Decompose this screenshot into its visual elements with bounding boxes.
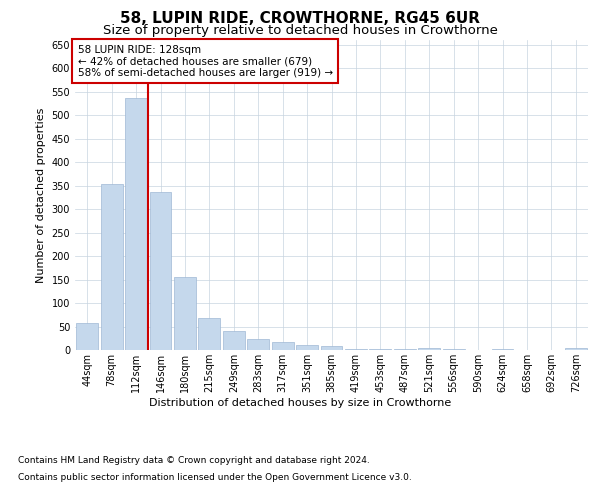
Bar xyxy=(125,98,147,350)
Bar xyxy=(443,349,464,350)
Text: 58, LUPIN RIDE, CROWTHORNE, RG45 6UR: 58, LUPIN RIDE, CROWTHORNE, RG45 6UR xyxy=(120,11,480,26)
Bar xyxy=(199,318,220,350)
Bar xyxy=(101,184,122,350)
Bar xyxy=(418,348,440,350)
Bar xyxy=(76,323,98,350)
Text: 58 LUPIN RIDE: 128sqm
← 42% of detached houses are smaller (679)
58% of semi-det: 58 LUPIN RIDE: 128sqm ← 42% of detached … xyxy=(77,44,332,78)
Bar xyxy=(394,349,416,350)
Bar xyxy=(272,342,293,350)
Text: Contains HM Land Registry data © Crown copyright and database right 2024.: Contains HM Land Registry data © Crown c… xyxy=(18,456,370,465)
Bar xyxy=(345,349,367,350)
Text: Distribution of detached houses by size in Crowthorne: Distribution of detached houses by size … xyxy=(149,398,451,407)
Bar xyxy=(223,331,245,350)
Bar xyxy=(370,349,391,350)
Text: Contains public sector information licensed under the Open Government Licence v3: Contains public sector information licen… xyxy=(18,474,412,482)
Bar xyxy=(247,339,269,350)
Bar xyxy=(491,349,514,350)
Y-axis label: Number of detached properties: Number of detached properties xyxy=(36,108,46,282)
Bar xyxy=(149,192,172,350)
Bar xyxy=(320,346,343,350)
Bar xyxy=(565,348,587,350)
Text: Size of property relative to detached houses in Crowthorne: Size of property relative to detached ho… xyxy=(103,24,497,37)
Bar xyxy=(174,277,196,350)
Bar xyxy=(296,346,318,350)
